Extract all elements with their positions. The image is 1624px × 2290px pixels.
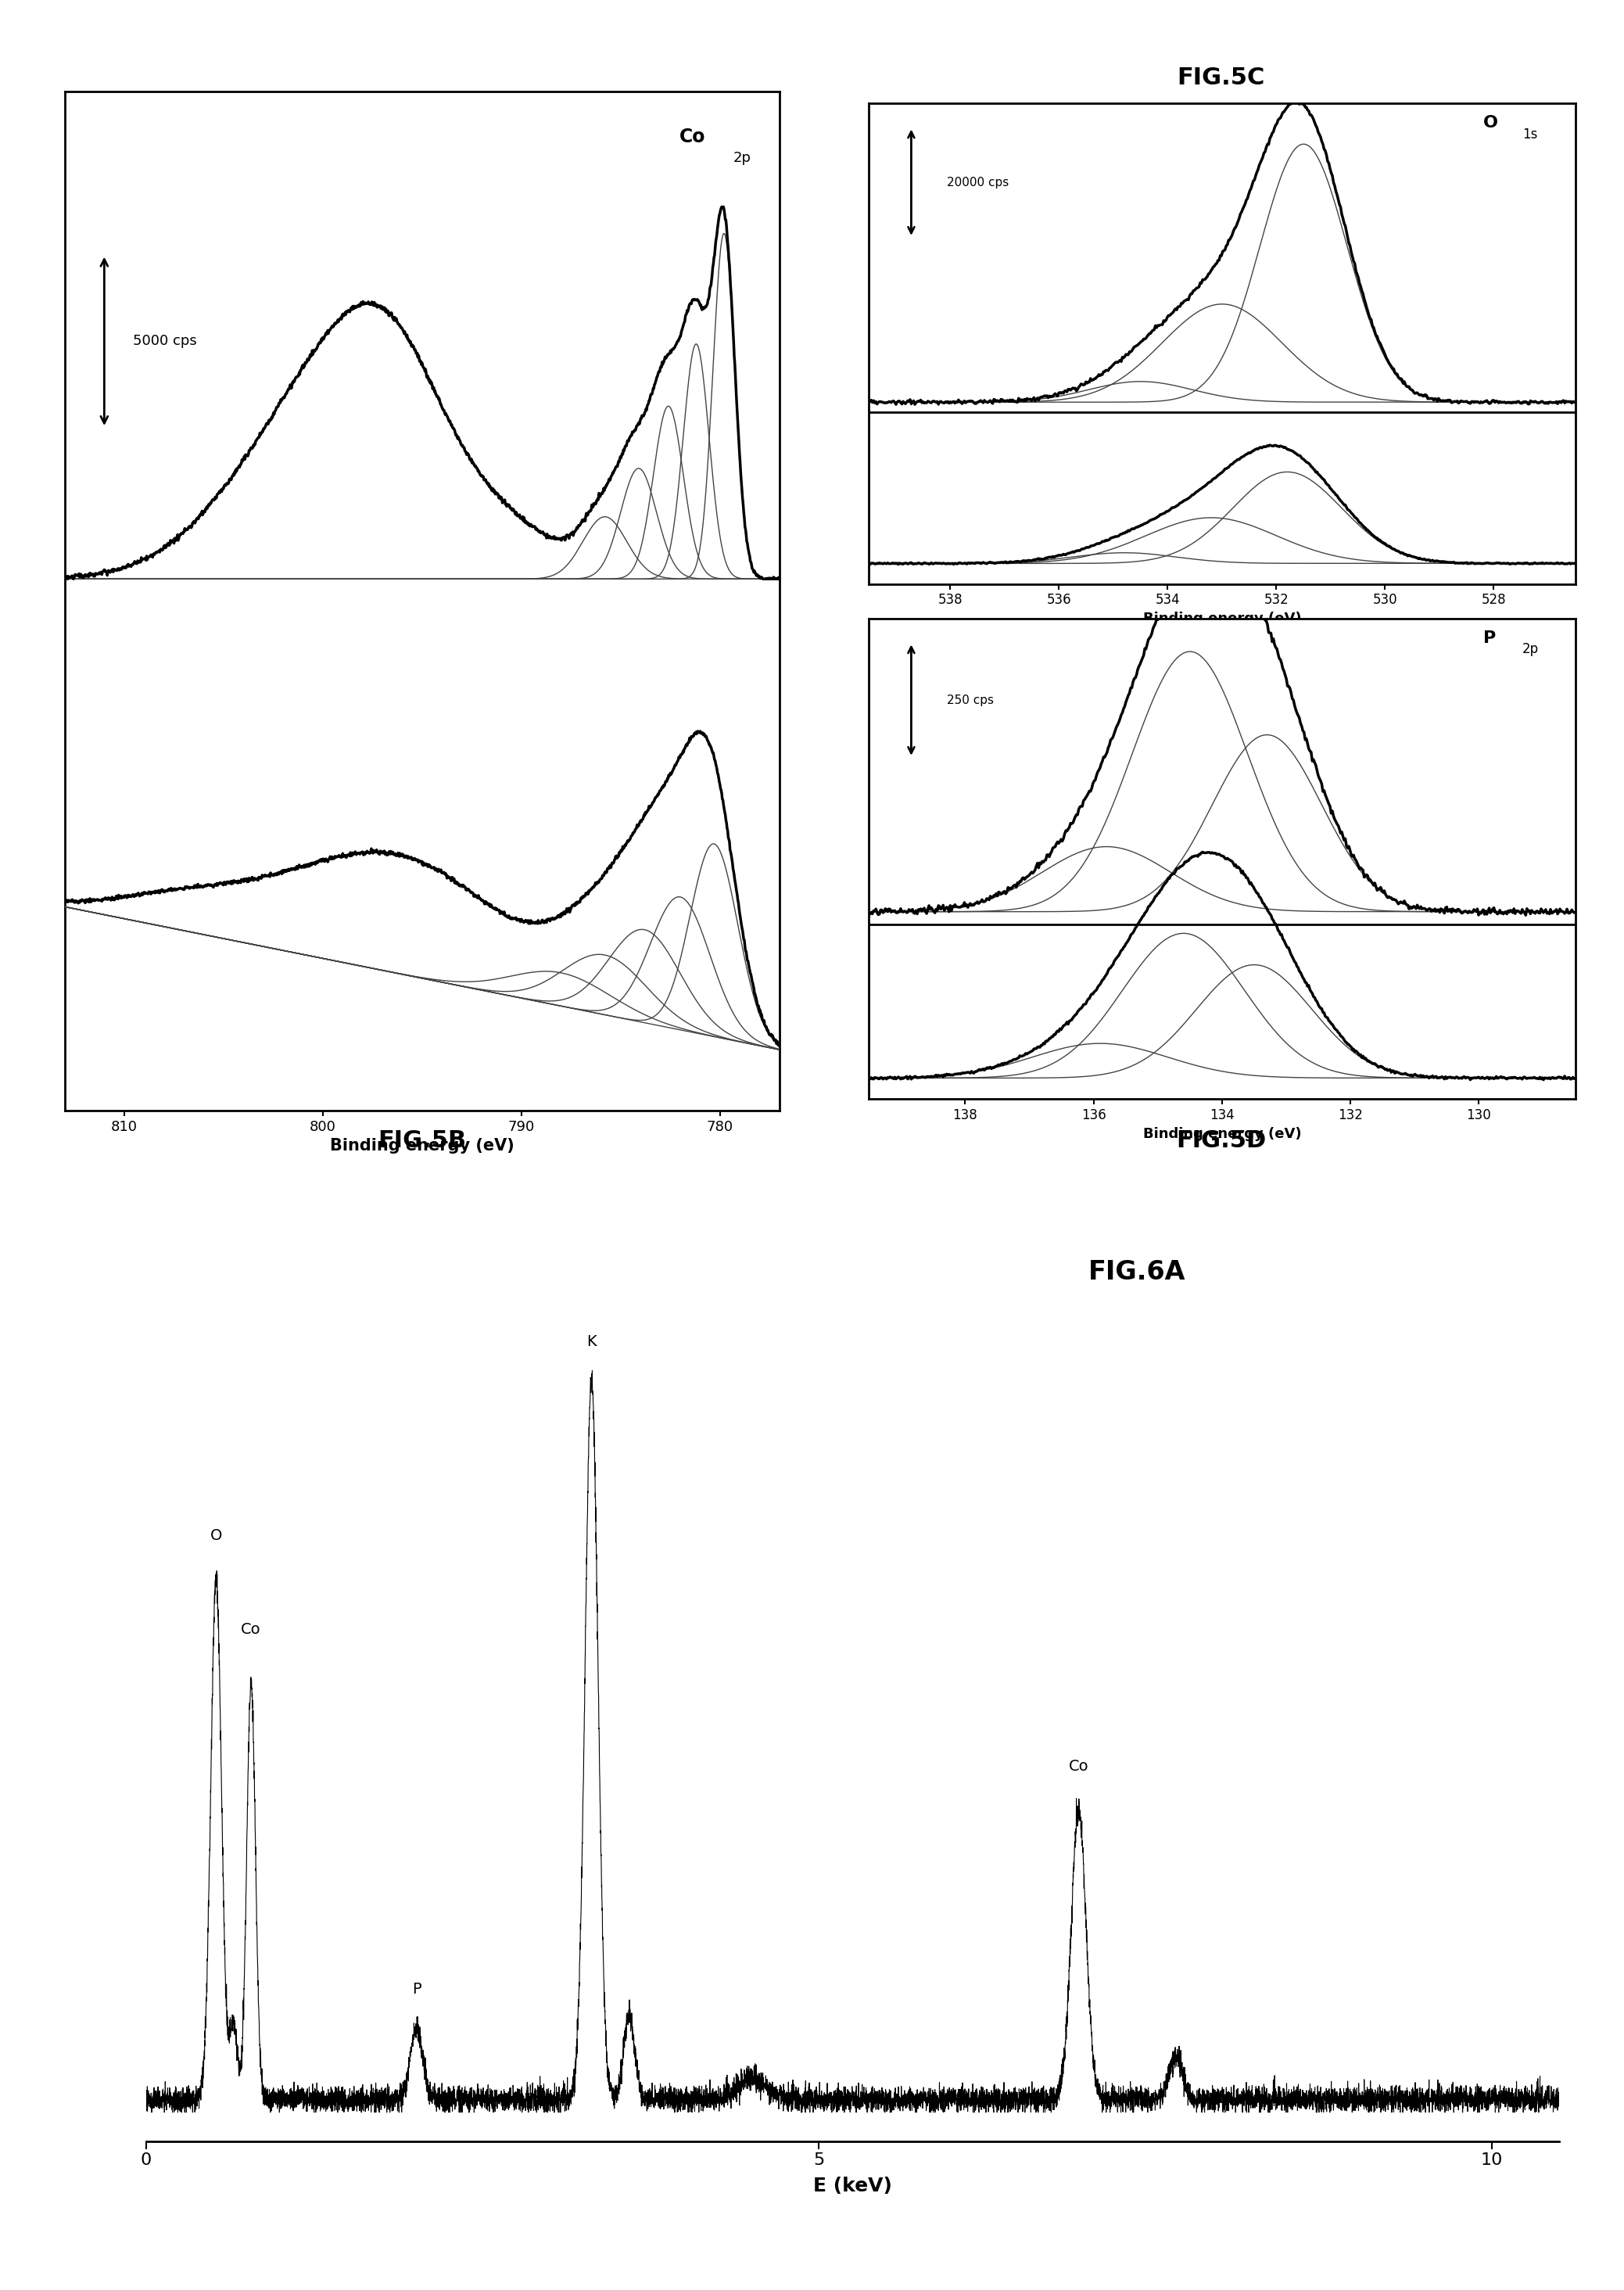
- Text: 20000 cps: 20000 cps: [947, 176, 1009, 188]
- Text: O: O: [1483, 114, 1499, 131]
- Text: P: P: [412, 1983, 421, 1997]
- Text: FIG.5C: FIG.5C: [1177, 66, 1265, 89]
- X-axis label: E (keV): E (keV): [814, 2178, 892, 2196]
- Text: FIG.5B: FIG.5B: [378, 1129, 466, 1152]
- X-axis label: Binding energy (eV): Binding energy (eV): [1143, 611, 1301, 625]
- Text: 250 cps: 250 cps: [947, 694, 994, 705]
- Text: 2p: 2p: [732, 151, 750, 165]
- Text: O: O: [209, 1527, 222, 1543]
- Text: Co: Co: [679, 128, 706, 147]
- Text: 1s: 1s: [1522, 128, 1538, 142]
- X-axis label: Binding energy (eV): Binding energy (eV): [330, 1138, 515, 1154]
- Text: K: K: [586, 1335, 596, 1349]
- Text: FIG.5D: FIG.5D: [1176, 1129, 1267, 1152]
- Text: Co: Co: [240, 1621, 261, 1637]
- Text: FIG.6A: FIG.6A: [1088, 1260, 1186, 1285]
- Text: 5000 cps: 5000 cps: [133, 334, 197, 348]
- Text: 2p: 2p: [1522, 643, 1540, 657]
- Text: P: P: [1483, 630, 1496, 646]
- X-axis label: Binding energy (eV): Binding energy (eV): [1143, 1127, 1301, 1140]
- Text: Co: Co: [1069, 1759, 1088, 1775]
